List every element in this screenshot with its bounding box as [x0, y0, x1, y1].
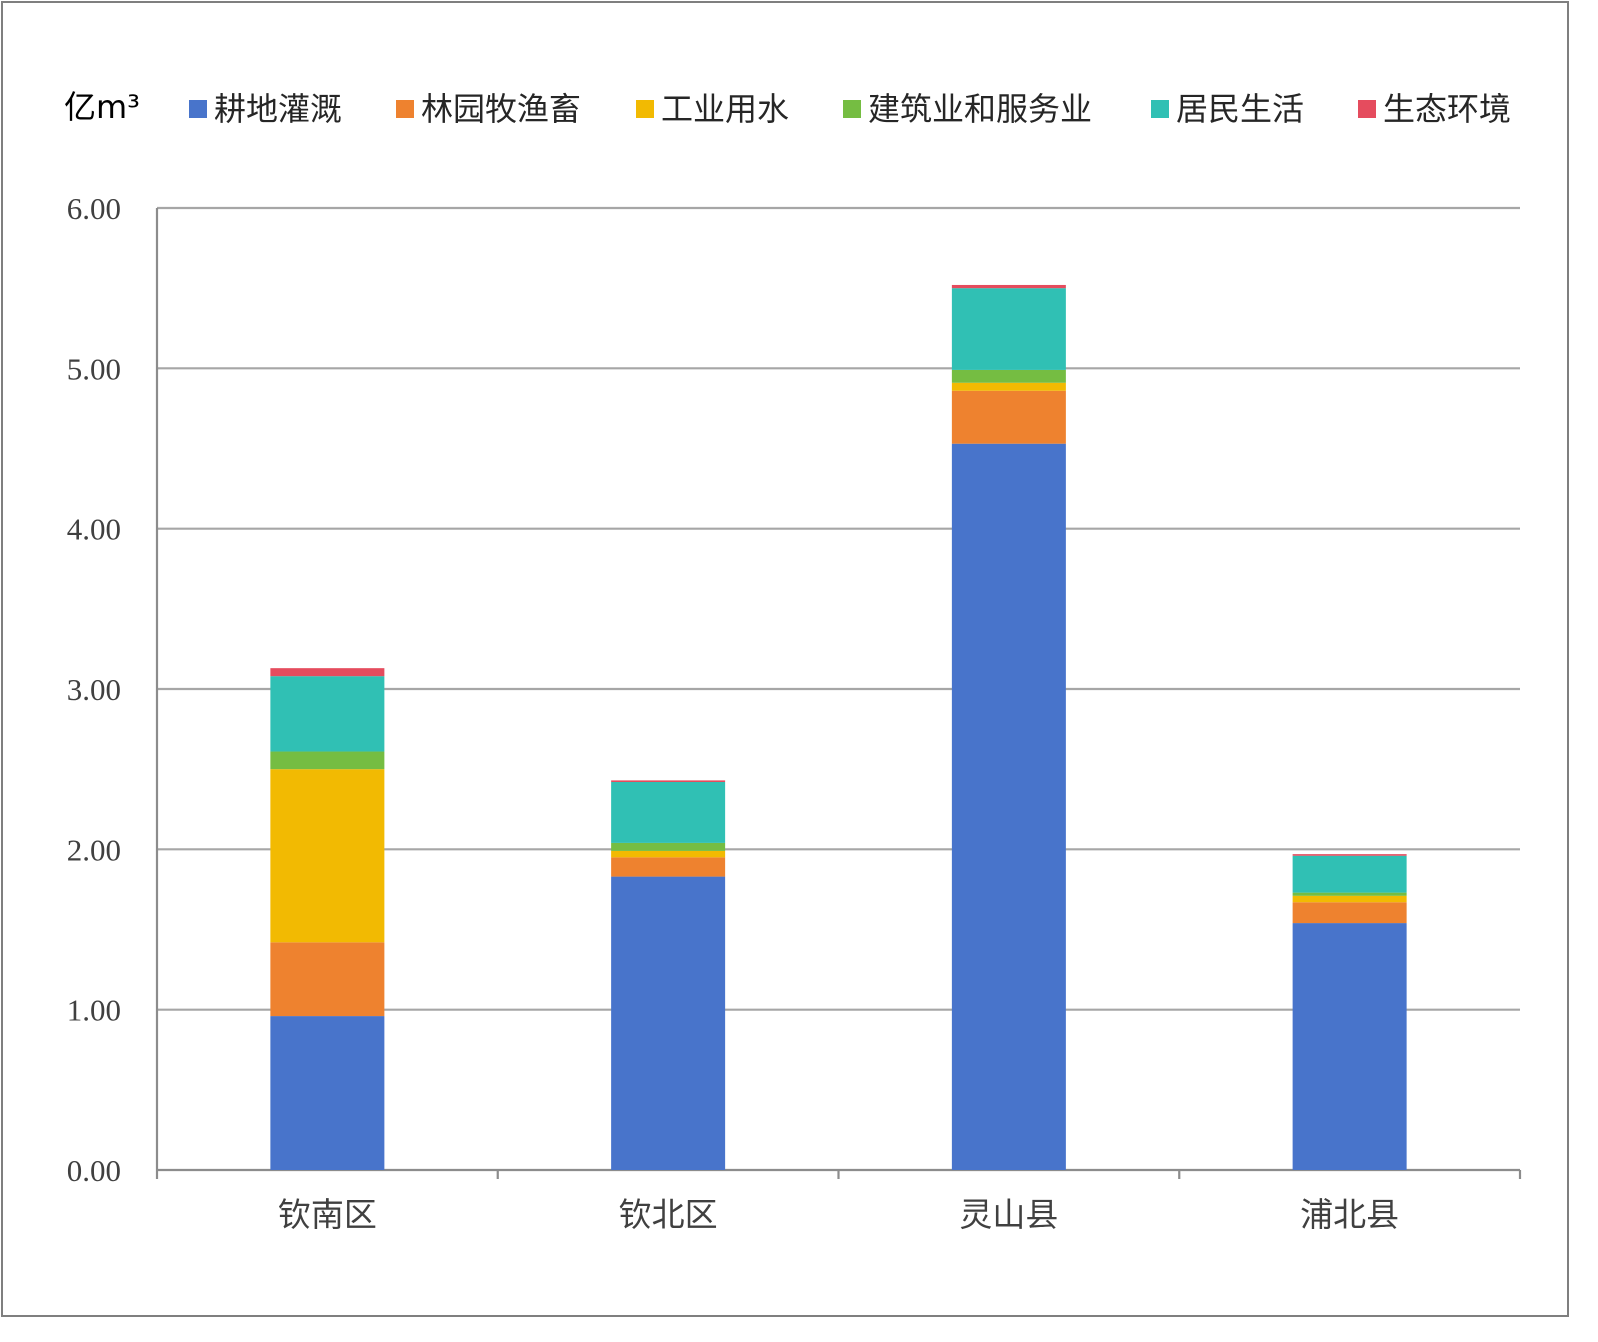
x-category-label: 浦北县 [1300, 1195, 1399, 1234]
x-category-label: 钦北区 [619, 1195, 718, 1234]
bar-segment-1-1 [611, 857, 726, 877]
bar-segment-0-5 [270, 668, 385, 677]
bar-segment-1-0 [611, 876, 726, 1170]
y-tick-label: 0.00 [67, 1153, 121, 1188]
bar-segment-1-4 [611, 781, 726, 843]
y-tick-label: 1.00 [67, 993, 121, 1028]
bar-segment-0-1 [270, 942, 385, 1017]
bar-segment-3-5 [1292, 854, 1407, 856]
legend-label: 生态环境 [1383, 90, 1511, 128]
bar-segment-0-4 [270, 676, 385, 752]
legend-label: 林园牧渔畜 [421, 90, 581, 128]
legend-label: 工业用水 [661, 90, 789, 128]
bar-segment-2-2 [951, 382, 1066, 391]
bar-segment-2-5 [951, 284, 1066, 289]
bar-segment-2-3 [951, 369, 1066, 383]
bar-segment-0-2 [270, 769, 385, 943]
bar-segment-1-3 [611, 842, 726, 851]
legend-label: 耕地灌溉 [214, 90, 342, 128]
bar-segment-1-5 [611, 780, 726, 782]
bar-segment-3-1 [1292, 902, 1407, 924]
legend-swatch [189, 100, 207, 118]
y-tick-label: 4.00 [67, 512, 121, 547]
bar-segment-0-0 [270, 1016, 385, 1170]
y-tick-label: 6.00 [67, 191, 121, 226]
legend-swatch [1358, 100, 1376, 118]
y-tick-label: 5.00 [67, 351, 121, 386]
bar-segment-3-3 [1292, 892, 1407, 896]
bar-segment-2-4 [951, 288, 1066, 370]
x-category-label: 钦南区 [278, 1195, 377, 1234]
legend-label: 建筑业和服务业 [868, 90, 1092, 128]
legend-swatch [636, 100, 654, 118]
y-tick-label: 3.00 [67, 672, 121, 707]
y-tick-label: 2.00 [67, 832, 121, 867]
legend-swatch [843, 100, 861, 118]
x-category-label: 灵山县 [959, 1195, 1058, 1234]
bar-segment-3-4 [1292, 855, 1407, 893]
legend-swatch [396, 100, 414, 118]
bar-segment-3-0 [1292, 923, 1407, 1170]
bar-segment-2-0 [951, 443, 1066, 1170]
bar-segment-0-3 [270, 751, 385, 770]
legend-swatch [1151, 100, 1169, 118]
bar-segment-1-2 [611, 850, 726, 858]
bar-segment-2-1 [951, 390, 1066, 444]
y-unit-label: 亿m³ [64, 88, 140, 126]
legend-label: 居民生活 [1176, 90, 1304, 128]
bar-segment-3-2 [1292, 895, 1407, 903]
